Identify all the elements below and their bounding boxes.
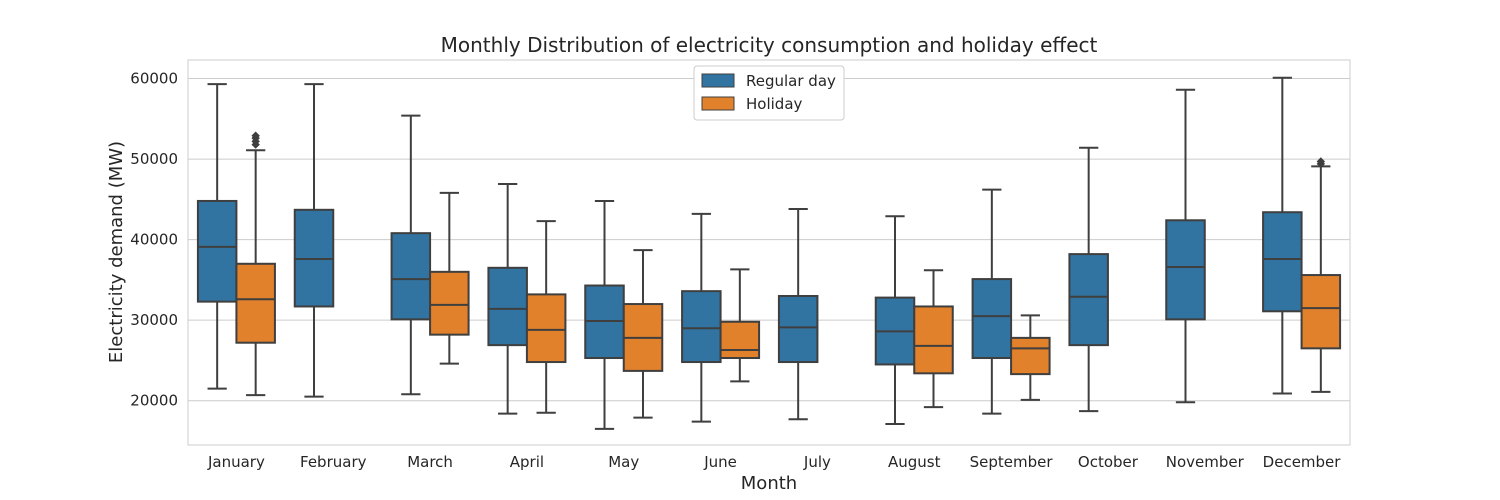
x-tick-label: March bbox=[407, 453, 453, 471]
box-iqr bbox=[1262, 211, 1303, 313]
y-tick-labels: 20000 30000 40000 50000 60000 bbox=[130, 70, 178, 410]
y-tick-label: 20000 bbox=[130, 392, 178, 410]
x-tick-label: May bbox=[608, 453, 639, 471]
x-tick-label: February bbox=[300, 453, 367, 471]
outlier-point bbox=[251, 131, 260, 140]
outlier-point bbox=[1316, 157, 1326, 166]
box-iqr bbox=[525, 293, 567, 364]
y-tick-label: 40000 bbox=[130, 231, 178, 249]
box-iqr bbox=[390, 232, 432, 321]
x-tick-label: September bbox=[970, 453, 1054, 471]
x-tick-label: April bbox=[510, 453, 544, 471]
legend-swatch-regular-day bbox=[701, 73, 735, 88]
x-axis-label: Month bbox=[741, 473, 797, 494]
x-tick-label: June bbox=[703, 453, 737, 471]
box-iqr bbox=[681, 290, 722, 364]
box-holiday-april bbox=[525, 220, 567, 414]
legend-label-holiday: Holiday bbox=[746, 95, 803, 113]
box-regular-day-august bbox=[874, 215, 916, 426]
box-regular-day-may bbox=[584, 199, 625, 430]
box-iqr bbox=[1068, 253, 1109, 347]
box-regular-day-september bbox=[971, 188, 1013, 415]
x-tick-label: August bbox=[888, 453, 941, 471]
x-tick-label: July bbox=[803, 453, 831, 471]
y-tick-label: 30000 bbox=[130, 311, 178, 329]
x-tick-label: December bbox=[1263, 453, 1342, 471]
box-plots bbox=[196, 76, 1342, 430]
box-iqr bbox=[196, 199, 238, 303]
box-holiday-june bbox=[719, 268, 761, 383]
box-regular-day-january bbox=[196, 83, 238, 390]
legend-label-regular-day: Regular day bbox=[746, 72, 836, 90]
box-iqr bbox=[487, 266, 528, 347]
box-regular-day-december bbox=[1262, 76, 1303, 395]
y-tick-label: 60000 bbox=[130, 70, 178, 88]
box-regular-day-october bbox=[1068, 146, 1109, 413]
box-holiday-september bbox=[1010, 314, 1051, 401]
box-iqr bbox=[1300, 274, 1342, 350]
box-regular-day-march bbox=[390, 114, 432, 396]
legend-swatch-holiday bbox=[701, 96, 735, 111]
x-tick-label: January bbox=[207, 453, 265, 471]
x-tick-label: October bbox=[1078, 453, 1139, 471]
chart-title: Monthly Distribution of electricity cons… bbox=[441, 33, 1098, 57]
box-iqr bbox=[719, 320, 761, 360]
y-axis-label: Electricity demand (MW) bbox=[106, 141, 127, 363]
legend: Regular day Holiday bbox=[693, 65, 845, 121]
x-tick-label: November bbox=[1166, 453, 1245, 471]
box-iqr bbox=[235, 262, 276, 344]
box-regular-day-february bbox=[293, 83, 335, 398]
box-holiday-march bbox=[429, 191, 470, 365]
box-regular-day-june bbox=[681, 212, 722, 423]
box-iqr bbox=[1010, 336, 1051, 376]
box-iqr bbox=[913, 305, 954, 375]
plot-area bbox=[187, 59, 1351, 446]
box-regular-day-november bbox=[1165, 88, 1206, 404]
box-iqr bbox=[777, 294, 819, 364]
y-tick-label: 50000 bbox=[130, 150, 178, 168]
box-iqr bbox=[971, 278, 1013, 360]
x-tick-labels: January February March April May June July Augu… bbox=[207, 453, 1341, 471]
box-holiday-december bbox=[1300, 157, 1342, 393]
box-holiday-august bbox=[913, 269, 954, 409]
box-iqr bbox=[429, 270, 470, 336]
box-iqr bbox=[1165, 219, 1206, 321]
box-regular-day-july bbox=[777, 208, 819, 421]
box-holiday-january bbox=[235, 131, 276, 397]
box-holiday-may bbox=[622, 249, 664, 419]
